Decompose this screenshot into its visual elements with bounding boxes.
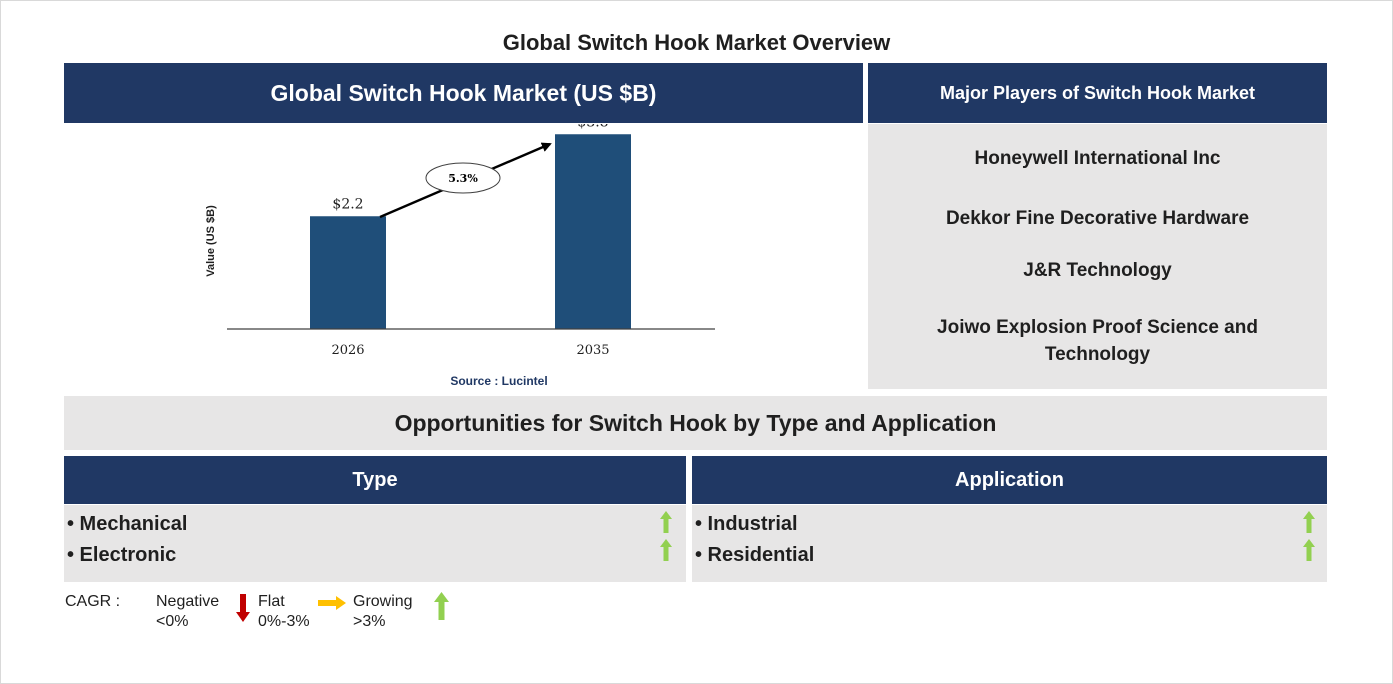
- up-arrow-icon: [434, 592, 449, 620]
- cagr-label: 5.3%: [448, 172, 478, 185]
- legend-flat: Flat 0%-3%: [258, 593, 310, 630]
- type-list: • Mechanical • Electronic: [64, 505, 686, 582]
- application-item-residential: • Residential: [695, 544, 815, 566]
- up-arrow-icon: [660, 539, 672, 561]
- type-header: Type: [64, 456, 686, 504]
- chart-panel-header: Global Switch Hook Market (US $B): [64, 63, 863, 123]
- y-axis-label: Value (US $B): [205, 205, 217, 277]
- player-item: Dekkor Fine Decorative Hardware: [945, 208, 1250, 229]
- bar-chart: $2.2 2026 $3.8 2035 Value (US $B) 5.3% Sour…: [205, 124, 715, 388]
- application-list: • Industrial • Residential: [692, 505, 1327, 582]
- page-title: Global Switch Hook Market Overview: [502, 30, 891, 55]
- player-item: J&R Technology: [1023, 260, 1172, 281]
- right-arrow-icon: [318, 596, 346, 610]
- type-item-mechanical: • Mechanical: [67, 513, 188, 535]
- legend-growing: Growing >3%: [353, 593, 413, 630]
- legend-label: CAGR :: [65, 593, 121, 610]
- type-item-electronic: • Electronic: [67, 544, 177, 566]
- players-list: Honeywell International Inc Dekkor Fine …: [868, 124, 1327, 389]
- x-tick-label: 2035: [576, 343, 609, 358]
- bar-2026: [310, 216, 386, 329]
- application-header: Application: [692, 456, 1327, 504]
- up-arrow-icon: [1303, 511, 1315, 533]
- cagr-bubble: [425, 162, 501, 194]
- up-arrow-icon: [1303, 539, 1315, 561]
- bar-2035: [555, 134, 631, 329]
- player-item: Honeywell International Inc: [974, 148, 1221, 169]
- players-panel-header: Major Players of Switch Hook Market: [868, 63, 1327, 123]
- down-arrow-icon: [236, 594, 250, 622]
- player-item: Joiwo Explosion Proof Science and Techno…: [937, 317, 1258, 365]
- bar-value-label: $3.8: [577, 124, 608, 130]
- chart-source: Source : Lucintel: [450, 374, 547, 388]
- x-tick-label: 2026: [331, 343, 364, 358]
- up-arrow-icon: [660, 511, 672, 533]
- chart-area: $2.2 2026 $3.8 2035 Value (US $B) 5.3% Sour…: [64, 124, 863, 389]
- application-item-industrial: • Industrial: [695, 513, 798, 535]
- opportunities-title: Opportunities for Switch Hook by Type an…: [64, 396, 1327, 450]
- bar-value-label: $2.2: [332, 196, 363, 212]
- legend-negative: Negative <0%: [156, 593, 220, 630]
